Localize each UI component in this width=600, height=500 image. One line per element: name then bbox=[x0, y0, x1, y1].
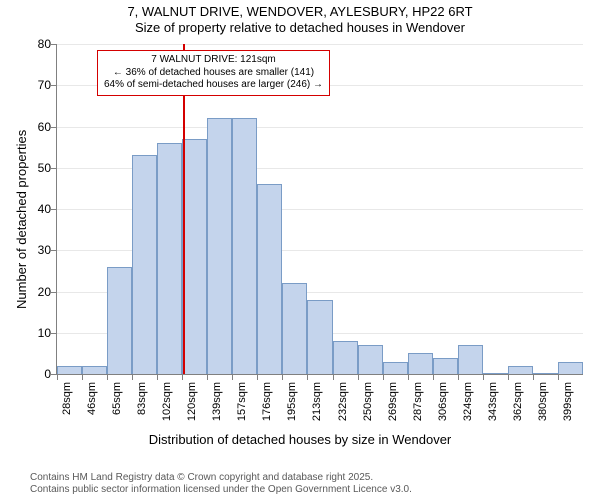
histogram-bar bbox=[132, 155, 157, 374]
y-tick bbox=[51, 292, 57, 293]
x-tick bbox=[232, 374, 233, 380]
x-tick bbox=[358, 374, 359, 380]
grid-line bbox=[57, 44, 583, 45]
attribution-footer: Contains HM Land Registry data © Crown c… bbox=[30, 472, 412, 496]
y-tick bbox=[51, 333, 57, 334]
x-tick bbox=[307, 374, 308, 380]
x-tick bbox=[57, 374, 58, 380]
x-tick bbox=[333, 374, 334, 380]
x-tick-label: 324sqm bbox=[462, 382, 474, 432]
x-tick bbox=[157, 374, 158, 380]
x-tick-label: 380sqm bbox=[537, 382, 549, 432]
reference-callout: 7 WALNUT DRIVE: 121sqm← 36% of detached … bbox=[97, 50, 330, 96]
x-tick bbox=[483, 374, 484, 380]
histogram-bar bbox=[107, 267, 132, 374]
histogram-bar bbox=[82, 366, 107, 374]
x-tick bbox=[207, 374, 208, 380]
x-tick bbox=[132, 374, 133, 380]
histogram-bar bbox=[533, 373, 558, 374]
y-tick bbox=[51, 127, 57, 128]
x-tick-label: 83sqm bbox=[136, 382, 148, 432]
callout-line: ← 36% of detached houses are smaller (14… bbox=[104, 67, 323, 80]
callout-line: 7 WALNUT DRIVE: 121sqm bbox=[104, 54, 323, 67]
histogram-bar bbox=[508, 366, 533, 374]
x-tick-label: 120sqm bbox=[186, 382, 198, 432]
plot-area: 0102030405060708028sqm46sqm65sqm83sqm102… bbox=[56, 44, 583, 375]
page-subtitle: Size of property relative to detached ho… bbox=[0, 20, 600, 36]
histogram-bar bbox=[433, 358, 458, 375]
x-tick bbox=[383, 374, 384, 380]
y-tick bbox=[51, 85, 57, 86]
x-tick-label: 139sqm bbox=[211, 382, 223, 432]
footer-line: Contains HM Land Registry data © Crown c… bbox=[30, 472, 412, 484]
y-tick-label: 0 bbox=[21, 367, 51, 381]
x-tick bbox=[458, 374, 459, 380]
callout-line: 64% of semi-detached houses are larger (… bbox=[104, 79, 323, 92]
y-tick bbox=[51, 250, 57, 251]
histogram-chart: 0102030405060708028sqm46sqm65sqm83sqm102… bbox=[0, 38, 600, 458]
histogram-bar bbox=[282, 283, 307, 374]
y-tick-label: 80 bbox=[21, 37, 51, 51]
histogram-bar bbox=[57, 366, 82, 374]
x-tick bbox=[408, 374, 409, 380]
histogram-bar bbox=[408, 353, 433, 374]
y-tick bbox=[51, 168, 57, 169]
histogram-bar bbox=[207, 118, 232, 374]
x-tick bbox=[182, 374, 183, 380]
histogram-bar bbox=[232, 118, 257, 374]
x-tick-label: 46sqm bbox=[86, 382, 98, 432]
y-tick bbox=[51, 209, 57, 210]
x-tick-label: 65sqm bbox=[111, 382, 123, 432]
x-tick bbox=[433, 374, 434, 380]
y-tick bbox=[51, 44, 57, 45]
x-tick-label: 176sqm bbox=[261, 382, 273, 432]
x-tick-label: 306sqm bbox=[437, 382, 449, 432]
histogram-bar bbox=[257, 184, 282, 374]
x-tick-label: 213sqm bbox=[311, 382, 323, 432]
page-title: 7, WALNUT DRIVE, WENDOVER, AYLESBURY, HP… bbox=[0, 4, 600, 20]
x-tick bbox=[508, 374, 509, 380]
histogram-bar bbox=[358, 345, 383, 374]
x-axis-title: Distribution of detached houses by size … bbox=[0, 432, 600, 447]
histogram-bar bbox=[558, 362, 583, 374]
x-tick bbox=[107, 374, 108, 380]
histogram-bar bbox=[333, 341, 358, 374]
histogram-bar bbox=[157, 143, 182, 374]
x-tick-label: 102sqm bbox=[161, 382, 173, 432]
x-tick bbox=[282, 374, 283, 380]
x-tick-label: 399sqm bbox=[562, 382, 574, 432]
x-tick bbox=[533, 374, 534, 380]
y-axis-title: Number of detached properties bbox=[14, 130, 29, 309]
histogram-bar bbox=[458, 345, 483, 374]
histogram-bar bbox=[182, 139, 207, 374]
histogram-bar bbox=[307, 300, 332, 374]
histogram-bar bbox=[383, 362, 408, 374]
x-tick-label: 269sqm bbox=[387, 382, 399, 432]
footer-line: Contains public sector information licen… bbox=[30, 484, 412, 496]
x-tick bbox=[558, 374, 559, 380]
x-tick-label: 343sqm bbox=[487, 382, 499, 432]
x-tick-label: 287sqm bbox=[412, 382, 424, 432]
x-tick-label: 362sqm bbox=[512, 382, 524, 432]
x-tick-label: 28sqm bbox=[61, 382, 73, 432]
x-tick-label: 250sqm bbox=[362, 382, 374, 432]
histogram-bar bbox=[483, 373, 508, 374]
x-tick bbox=[82, 374, 83, 380]
x-tick bbox=[257, 374, 258, 380]
grid-line bbox=[57, 127, 583, 128]
x-tick-label: 232sqm bbox=[337, 382, 349, 432]
y-tick-label: 10 bbox=[21, 326, 51, 340]
x-tick-label: 157sqm bbox=[236, 382, 248, 432]
x-tick-label: 195sqm bbox=[286, 382, 298, 432]
y-tick-label: 70 bbox=[21, 78, 51, 92]
